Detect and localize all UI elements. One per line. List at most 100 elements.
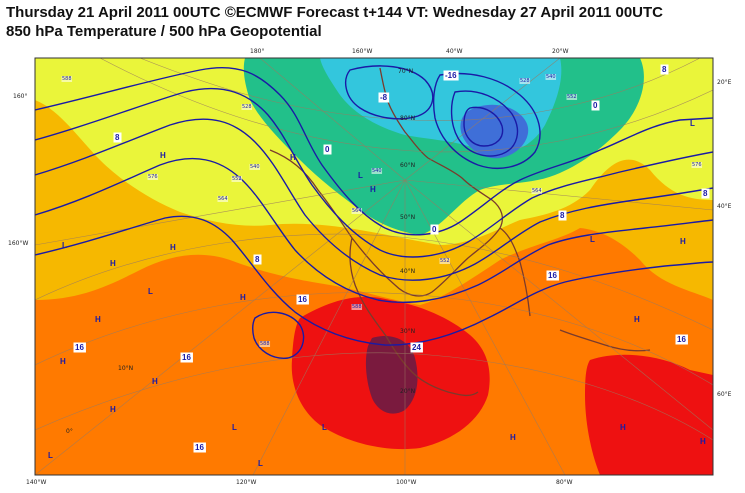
graticule (35, 58, 713, 475)
temp-label-box (591, 100, 600, 111)
geopot-label: 576 (148, 174, 158, 180)
forecast-title: Thursday 21 April 2011 00UTC ©ECMWF Fore… (6, 4, 663, 21)
temp-label: 0 (325, 145, 330, 154)
geopot-label-box (439, 258, 451, 264)
temp-label: 16 (182, 353, 191, 362)
temp-label-box (193, 442, 206, 453)
temp-label: 16 (75, 343, 84, 352)
geopotential-contours (35, 65, 713, 359)
high-marker: H (95, 315, 101, 324)
temp-label: 8 (255, 255, 260, 264)
temp-label: 0 (593, 101, 598, 110)
high-marker: H (60, 357, 66, 366)
temp-label-box (253, 254, 262, 265)
lat-label: 10°N (118, 365, 133, 372)
temp-label-box (180, 352, 193, 363)
lat-label: 30°N (400, 328, 415, 335)
temp-label: 16 (298, 295, 307, 304)
geopot-label: 528 (520, 78, 530, 84)
lat-label: 70°N (398, 68, 413, 75)
geopot-label: 564 (352, 208, 362, 214)
lat-label: 20°N (400, 388, 415, 395)
temp-label: -16 (445, 71, 457, 80)
geopot-label: 588 (62, 76, 72, 82)
geopot-label: 540 (250, 164, 260, 170)
high-marker: H (620, 423, 626, 432)
high-marker: H (152, 377, 158, 386)
temp-label: 8 (560, 211, 565, 220)
temp-label: -8 (380, 93, 388, 102)
temp-label: 16 (677, 335, 686, 344)
temp-label-box (701, 188, 710, 199)
temp-label-box (660, 64, 669, 75)
high-marker: H (290, 153, 296, 162)
low-marker: L (232, 423, 237, 432)
geopot-label: 564 (218, 196, 228, 202)
geopot-label-box (566, 94, 578, 100)
geopot-label: 588 (260, 341, 270, 347)
low-marker: L (148, 287, 153, 296)
geopot-label-box (249, 164, 261, 170)
temp-label: 16 (195, 443, 204, 452)
lon-label-top: 40°W (446, 48, 463, 55)
temp-label-box (558, 210, 567, 221)
temp-label-box (73, 342, 86, 353)
temp-label-box (113, 132, 122, 143)
geopot-label: 552 (567, 94, 577, 100)
temp-label: 0 (432, 225, 437, 234)
temp-label-box (546, 270, 559, 281)
temp-label-box (323, 144, 332, 155)
geopot-label: 588 (352, 304, 362, 310)
high-marker: H (170, 243, 176, 252)
high-marker: H (110, 405, 116, 414)
pressure-markers: H L H H L L H H L H H H H H L L L H H H … (48, 119, 706, 468)
geopot-label-box (217, 196, 229, 202)
geopot-label-box (241, 104, 253, 110)
lon-label-right: 40°E (717, 203, 732, 210)
temp-label-box (296, 294, 309, 305)
high-marker: H (680, 237, 686, 246)
lat-label: 60°N (400, 162, 415, 169)
geopot-label-box (61, 76, 73, 82)
low-marker: L (358, 171, 363, 180)
coastline (269, 67, 651, 397)
map-canvas: 8 8 8 0 0 0 -8 -16 8 8 16 16 16 16 16 16… (35, 58, 713, 475)
high-marker: H (160, 151, 166, 160)
geopot-label: 564 (532, 188, 542, 194)
low-marker: L (62, 241, 67, 250)
high-marker: H (110, 259, 116, 268)
lon-label-bottom: 140°W (26, 479, 46, 486)
geopot-label-box (147, 174, 159, 180)
lon-label-top: 20°W (552, 48, 569, 55)
geopot-label-box (371, 168, 383, 174)
fill-band-very-hot (365, 336, 418, 414)
low-marker: L (48, 451, 53, 460)
low-marker: L (322, 423, 327, 432)
lat-label: 0° (66, 428, 73, 435)
geopot-label: 576 (692, 162, 702, 168)
lat-label: 50°N (400, 214, 415, 221)
temp-label: 24 (412, 343, 421, 352)
longitude-labels: 180° 160°W 40°W 20°W 160° 160°W 20°E 40°… (8, 48, 732, 486)
geopot-label-box (351, 208, 363, 214)
lon-label-bottom: 80°W (556, 479, 573, 486)
low-marker: L (258, 459, 263, 468)
high-marker: H (370, 185, 376, 194)
lon-label-left: 160°W (8, 240, 28, 247)
lon-label-right: 60°E (717, 391, 732, 398)
geopot-label-box (545, 74, 557, 80)
temp-label-box (443, 70, 459, 81)
geopot-label-box (691, 162, 703, 168)
lon-label-top: 160°W (352, 48, 372, 55)
geopot-label-box (519, 78, 531, 84)
field-subtitle: 850 hPa Temperature / 500 hPa Geopotenti… (6, 23, 322, 40)
geopot-label-box (259, 341, 271, 347)
low-marker: L (590, 235, 595, 244)
geopot-label: 552 (232, 176, 242, 182)
temp-label-box (410, 342, 423, 353)
lat-label: 80°N (400, 115, 415, 122)
lon-label-left: 160° (13, 93, 27, 100)
lon-label-bottom: 120°W (236, 479, 256, 486)
geopot-label-box (351, 304, 363, 310)
temp-label: 8 (115, 133, 120, 142)
